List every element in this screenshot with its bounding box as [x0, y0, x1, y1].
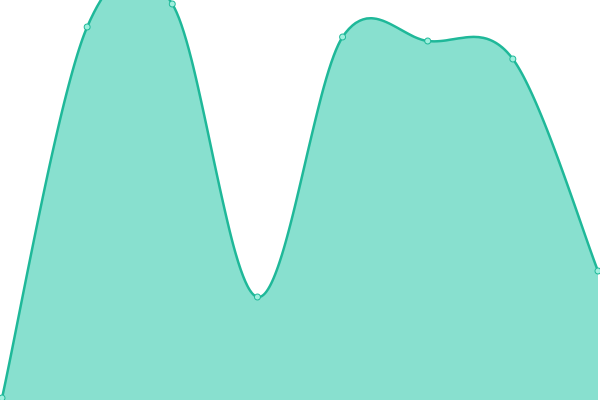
- point: [424, 37, 432, 45]
- point: [83, 23, 91, 31]
- point: [339, 33, 347, 41]
- point: [253, 293, 261, 301]
- point: [0, 394, 6, 400]
- point: [168, 0, 176, 8]
- point: [594, 267, 600, 275]
- point: [509, 55, 517, 63]
